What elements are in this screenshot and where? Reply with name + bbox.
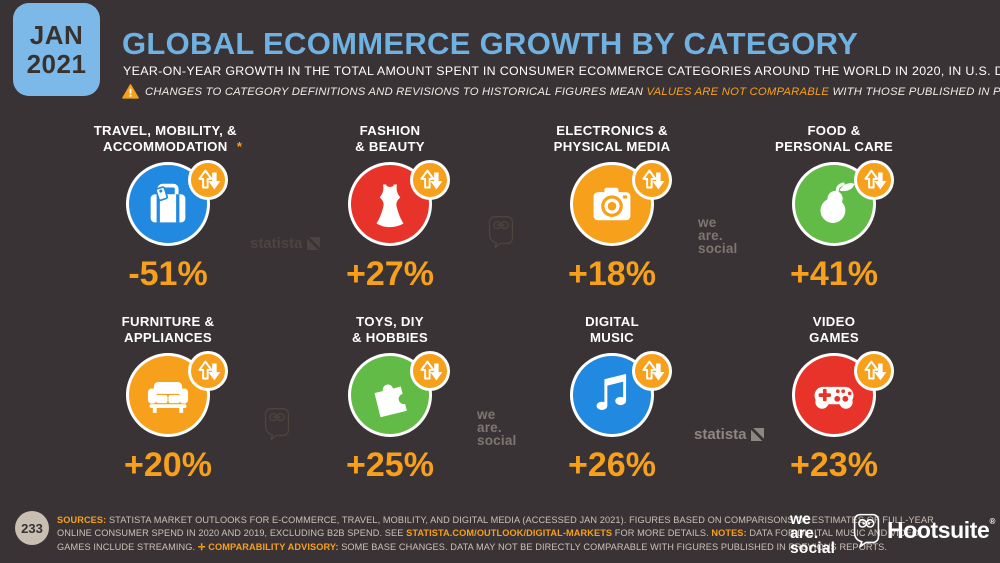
card-travel-mobility-accommodation: TRAVEL, MOBILITY, & ACCOMMODATION *	[57, 119, 279, 294]
warning-triangle-icon	[122, 84, 139, 99]
we-are-social-logo: we are. social	[790, 511, 836, 557]
growth-arrows-icon	[642, 360, 665, 381]
date-badge: JAN 2021	[13, 3, 100, 96]
footer-notes: SOURCES: STATISTA MARKET OUTLOOKS FOR E-…	[57, 515, 934, 552]
up-down-arrows-badge	[188, 351, 228, 391]
growth-arrows-icon	[864, 169, 887, 190]
dress-icon	[376, 184, 404, 228]
statista-logo-icon	[750, 428, 764, 441]
comparability-advisory-label: ✛ COMPARABILITY ADVISORY:	[197, 541, 339, 552]
category-title: VIDEO GAMES	[809, 313, 859, 345]
comparability-warning: CHANGES TO CATEGORY DEFINITIONS AND REVI…	[122, 84, 1000, 99]
up-down-arrows-badge	[854, 160, 894, 200]
couch-icon	[147, 382, 189, 413]
puzzle-piece-icon	[374, 384, 407, 418]
growth-value: +41%	[790, 255, 878, 293]
growth-value: +20%	[124, 446, 212, 484]
pear-icon	[820, 182, 855, 223]
growth-arrows-icon	[198, 169, 221, 190]
registered-mark: ®	[989, 517, 995, 526]
category-circle	[570, 162, 654, 246]
growth-value: +23%	[790, 446, 878, 484]
growth-value: -51%	[128, 255, 208, 293]
category-title: FURNITURE & APPLIANCES	[121, 313, 215, 345]
category-row-1: TRAVEL, MOBILITY, & ACCOMMODATION *	[57, 119, 945, 294]
up-down-arrows-badge	[854, 351, 894, 391]
category-circle	[570, 353, 654, 437]
music-note-icon	[596, 373, 627, 410]
growth-arrows-icon	[420, 169, 443, 190]
warning-highlight: VALUES ARE NOT COMPARABLE	[646, 85, 830, 98]
up-down-arrows-badge	[188, 160, 228, 200]
growth-arrows-icon	[642, 169, 665, 190]
hootsuite-logo: Hootsuite®	[853, 513, 995, 548]
card-furniture-appliances: FURNITURE & APPLIANCES	[57, 310, 279, 485]
growth-value: +26%	[568, 446, 656, 484]
page-subtitle: YEAR-ON-YEAR GROWTH IN THE TOTAL AMOUNT …	[123, 64, 1000, 78]
page-title: GLOBAL ECOMMERCE GROWTH BY CATEGORY	[122, 26, 859, 61]
statista-watermark: statista	[694, 426, 764, 443]
page-number: 233	[15, 511, 49, 545]
hootsuite-owl-watermark-icon	[488, 216, 514, 249]
card-food-personal-care: FOOD & PERSONAL CARE +	[723, 119, 945, 294]
category-title: TRAVEL, MOBILITY, & ACCOMMODATION *	[93, 122, 243, 154]
hootsuite-owl-icon	[853, 513, 880, 548]
suitcase-icon	[150, 183, 186, 223]
camera-icon	[593, 187, 631, 221]
statista-outlook-link[interactable]: STATISTA.COM/OUTLOOK/DIGITAL-MARKETS	[406, 528, 613, 539]
we-are-social-watermark: we are. social	[698, 215, 738, 256]
category-row-2: FURNITURE & APPLIANCES	[57, 310, 945, 485]
up-down-arrows-badge	[410, 351, 450, 391]
hootsuite-owl-watermark-icon	[264, 408, 290, 441]
card-toys-diy-hobbies: TOYS, DIY & HOBBIES +25%	[279, 310, 501, 485]
growth-value: +27%	[346, 255, 434, 293]
category-title: DIGITAL MUSIC	[585, 313, 639, 345]
notes-label: NOTES:	[711, 528, 747, 539]
up-down-arrows-badge	[632, 160, 672, 200]
growth-arrows-icon	[198, 360, 221, 381]
warning-text: CHANGES TO CATEGORY DEFINITIONS AND REVI…	[145, 85, 1000, 98]
card-fashion-beauty: FASHION & BEAUTY +27%	[279, 119, 501, 294]
category-title: FOOD & PERSONAL CARE	[775, 122, 893, 154]
category-circle	[792, 162, 876, 246]
footnote-asterisk: *	[236, 138, 243, 154]
statista-logo-icon	[306, 237, 320, 250]
card-digital-music: DIGITAL MUSIC	[501, 310, 723, 485]
gamepad-icon	[814, 386, 854, 409]
card-video-games: VIDEO GAMES	[723, 310, 945, 485]
sources-label: SOURCES:	[57, 515, 107, 525]
growth-value: +18%	[568, 255, 656, 293]
growth-value: +25%	[346, 446, 434, 484]
category-title: TOYS, DIY & HOBBIES	[352, 313, 428, 345]
category-title: FASHION & BEAUTY	[355, 122, 425, 154]
up-down-arrows-badge	[632, 351, 672, 391]
card-electronics-physical-media: ELECTRONICS & PHYSICAL MEDIA	[501, 119, 723, 294]
statista-watermark: statista	[250, 235, 320, 252]
growth-arrows-icon	[420, 360, 443, 381]
we-are-social-watermark: we are. social	[477, 407, 517, 448]
up-down-arrows-badge	[410, 160, 450, 200]
growth-arrows-icon	[864, 360, 887, 381]
category-title: ELECTRONICS & PHYSICAL MEDIA	[553, 122, 671, 154]
